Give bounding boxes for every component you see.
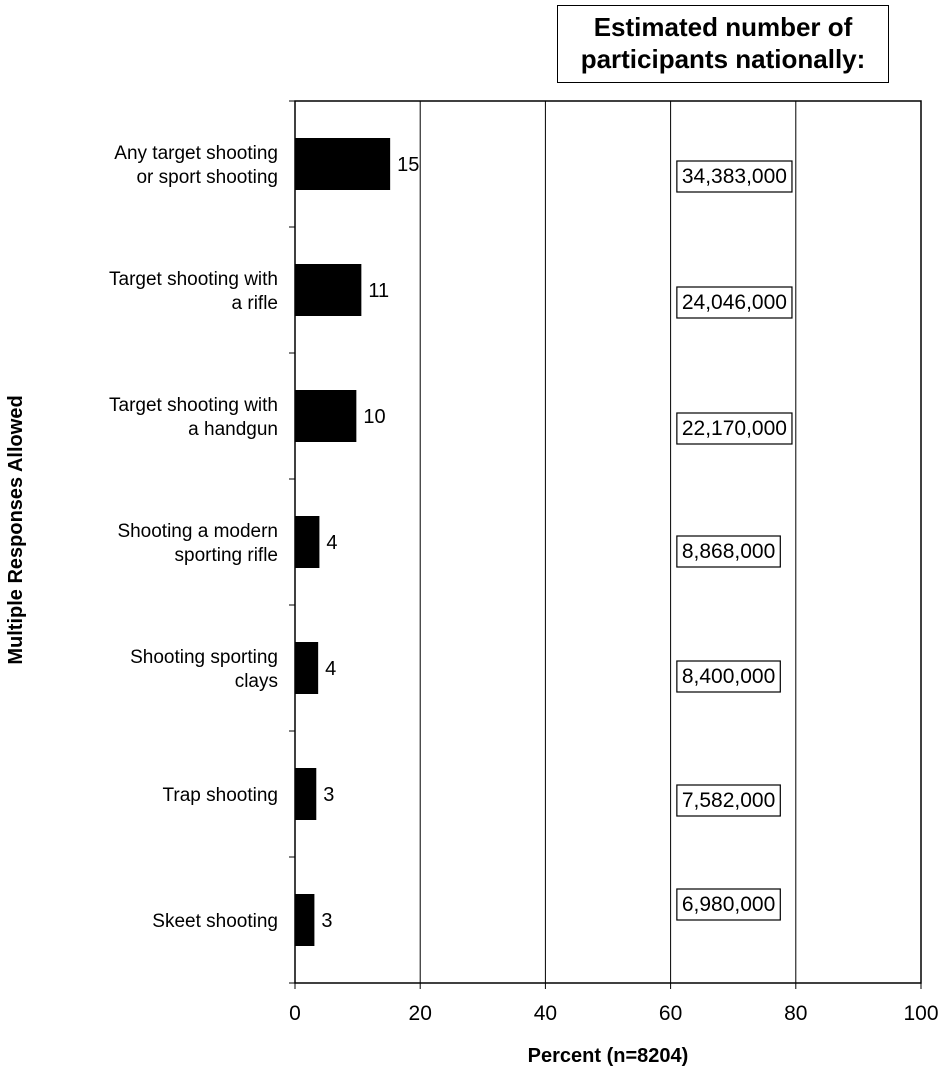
category-label: sporting rifle bbox=[175, 545, 279, 566]
estimate-box bbox=[676, 160, 793, 193]
estimate-box bbox=[676, 412, 793, 445]
category-label: a rifle bbox=[232, 293, 278, 314]
y-axis-label: Multiple Responses Allowed bbox=[5, 395, 27, 664]
category-label: a handgun bbox=[188, 419, 278, 440]
estimates-title-line-2: participants nationally: bbox=[580, 44, 866, 74]
data-label: 10 bbox=[363, 406, 385, 428]
bar bbox=[295, 768, 317, 820]
estimates-title-box: Estimated number of participants nationa… bbox=[557, 5, 889, 83]
category-label: clays bbox=[235, 671, 278, 692]
bar bbox=[295, 138, 391, 190]
estimate-value: 7,582,000 bbox=[682, 789, 775, 812]
data-label: 3 bbox=[321, 910, 332, 932]
data-labels: 15 11 10 4 4 3 3 bbox=[321, 154, 419, 932]
category-label: Skeet shooting bbox=[152, 911, 278, 932]
estimate-value: 8,868,000 bbox=[682, 540, 775, 563]
plot-frame bbox=[294, 100, 922, 984]
category-label: or sport shooting bbox=[136, 167, 278, 188]
category-labels: Any target shooting or sport shooting Targ… bbox=[109, 143, 278, 932]
estimates-title-line-1: Estimated number of bbox=[593, 12, 853, 42]
bar bbox=[295, 390, 357, 442]
data-label: 3 bbox=[323, 784, 334, 806]
x-tick-label: 80 bbox=[784, 1002, 807, 1025]
category-label: Target shooting with bbox=[109, 395, 278, 416]
category-label: Shooting a modern bbox=[117, 521, 278, 542]
estimate-value: 6,980,000 bbox=[682, 893, 775, 916]
data-label: 4 bbox=[325, 658, 336, 680]
x-tick-label: 100 bbox=[903, 1002, 938, 1025]
y-axis-ticks bbox=[289, 100, 295, 984]
bar bbox=[295, 894, 315, 946]
category-label: Trap shooting bbox=[163, 785, 278, 806]
x-tick-label: 60 bbox=[659, 1002, 682, 1025]
category-label: Shooting sporting bbox=[130, 647, 278, 668]
data-label: 4 bbox=[326, 532, 337, 554]
estimate-box bbox=[676, 784, 781, 817]
x-axis-label: Percent (n=8204) bbox=[528, 1045, 689, 1067]
grid-lines bbox=[419, 101, 797, 983]
x-tick-label: 0 bbox=[289, 1002, 301, 1025]
data-label: 15 bbox=[397, 154, 419, 176]
estimate-value: 24,046,000 bbox=[682, 291, 787, 314]
bars bbox=[295, 138, 391, 946]
bar bbox=[295, 516, 320, 568]
estimate-box bbox=[676, 286, 793, 319]
x-tick-label: 20 bbox=[409, 1002, 432, 1025]
estimate-value: 34,383,000 bbox=[682, 165, 787, 188]
estimate-value: 22,170,000 bbox=[682, 417, 787, 440]
estimate-box bbox=[676, 888, 781, 921]
estimate-box bbox=[676, 660, 781, 693]
data-label: 11 bbox=[368, 280, 389, 302]
estimate-value: 8,400,000 bbox=[682, 665, 775, 688]
bar bbox=[295, 642, 319, 694]
estimate-boxes: 34,383,000 24,046,000 22,170,000 8,868,000 8… bbox=[676, 160, 793, 921]
category-label: Target shooting with bbox=[109, 269, 278, 290]
x-tick-label: 40 bbox=[534, 1002, 557, 1025]
bar bbox=[295, 264, 362, 316]
x-axis-ticks: 0 20 40 60 80 100 bbox=[289, 983, 939, 1025]
category-label: Any target shooting bbox=[114, 143, 278, 164]
estimate-box bbox=[676, 535, 781, 568]
